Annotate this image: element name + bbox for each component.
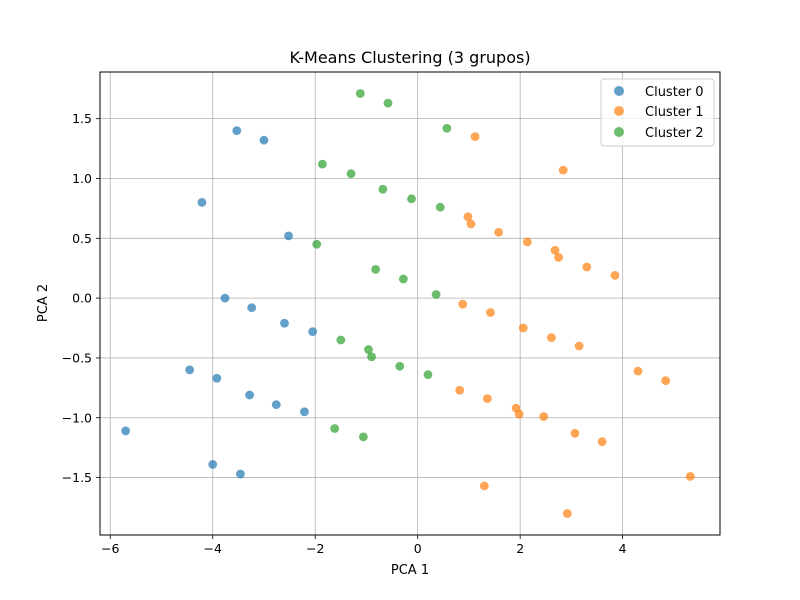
- cluster-1-point: [685, 471, 695, 481]
- cluster-0-point: [280, 318, 289, 328]
- cluster-1-point: [518, 323, 528, 333]
- cluster-2-point: [355, 89, 365, 98]
- cluster-0-point: [121, 426, 131, 436]
- cluster-1-point: [479, 481, 489, 491]
- y-tick-label: −0.5: [62, 350, 92, 365]
- cluster-2-point: [371, 265, 381, 274]
- y-axis-label: PCA 2: [36, 284, 51, 322]
- cluster-0-point: [208, 460, 218, 469]
- cluster-1-point: [661, 376, 671, 386]
- cluster-2-point: [435, 202, 445, 212]
- cluster-2-point: [358, 432, 368, 442]
- cluster-2-point: [330, 424, 340, 433]
- cluster-1-point: [550, 245, 560, 255]
- cluster-1-point: [458, 299, 468, 309]
- cluster-1-point: [470, 132, 480, 142]
- cluster-1-point: [455, 385, 465, 395]
- cluster-0-point: [212, 373, 222, 383]
- axis-ticks: −6 −4 −2 0 2 4 −1.5 −1.0 −0.5 0.0 0.5 1.0 1.5: [62, 111, 627, 556]
- x-tick-label: −4: [204, 541, 222, 556]
- grid: [100, 72, 720, 535]
- legend-box: [600, 78, 715, 147]
- cluster-1-point: [610, 270, 620, 280]
- cluster-2-point: [312, 239, 322, 249]
- cluster-2-point: [431, 290, 441, 299]
- cluster-2-point: [378, 184, 388, 194]
- cluster-1-point: [633, 366, 643, 376]
- legend-marker-cluster-0: [614, 86, 624, 96]
- cluster-0-point: [185, 365, 195, 375]
- legend: Cluster 0 Cluster 1 Cluster 2: [600, 78, 715, 147]
- x-tick-label: 0: [414, 541, 422, 556]
- cluster-0-point: [197, 198, 207, 207]
- chart-title: K-Means Clustering (3 grupos): [289, 48, 530, 67]
- cluster-1-point: [514, 409, 524, 419]
- cluster-2-point: [442, 123, 452, 133]
- cluster-1-point: [597, 437, 607, 447]
- x-tick-label: 2: [516, 541, 524, 556]
- cluster-1-point: [463, 212, 473, 222]
- cluster-2-point: [407, 194, 416, 204]
- plot-frame: [99, 71, 721, 536]
- cluster-1-point: [574, 341, 584, 351]
- cluster-1-point: [562, 509, 572, 518]
- legend-marker-cluster-2: [614, 127, 624, 137]
- cluster-1-point: [539, 412, 549, 421]
- cluster-1-point: [494, 227, 504, 237]
- x-tick-label: 4: [619, 541, 627, 556]
- legend-label-cluster-1: Cluster 1: [645, 105, 704, 120]
- legend-label-cluster-2: Cluster 2: [645, 126, 704, 141]
- cluster-0-point: [232, 126, 242, 136]
- cluster-0-point: [220, 293, 230, 303]
- cluster-1-point: [466, 219, 476, 229]
- x-tick-label: −6: [101, 541, 119, 556]
- cluster-2-point: [364, 345, 373, 354]
- cluster-2-point: [317, 159, 327, 169]
- cluster-1-point: [558, 165, 568, 175]
- cluster-2-point: [395, 361, 405, 371]
- cluster-0-point: [300, 407, 309, 417]
- cluster-1-point: [522, 237, 532, 247]
- cluster-1-point: [570, 428, 580, 438]
- y-tick-label: 1.0: [72, 171, 92, 186]
- cluster-2-point: [398, 274, 408, 284]
- x-tick-label: −2: [306, 541, 324, 556]
- cluster-0-point: [259, 135, 269, 145]
- legend-marker-cluster-1: [614, 106, 624, 116]
- cluster-0-point: [247, 303, 257, 313]
- y-tick-label: 0.0: [72, 291, 92, 306]
- legend-label-cluster-0: Cluster 0: [645, 85, 704, 100]
- cluster-1-point: [547, 333, 556, 342]
- cluster-0-point: [271, 400, 281, 409]
- cluster-2-point: [336, 335, 346, 345]
- cluster-2-point: [346, 169, 356, 179]
- cluster-0-point: [235, 469, 245, 479]
- cluster-1-point: [482, 394, 492, 404]
- cluster-0-point: [308, 327, 318, 337]
- y-tick-label: −1.0: [62, 410, 92, 425]
- y-tick-label: −1.5: [62, 470, 92, 485]
- y-tick-label: 1.5: [72, 111, 92, 126]
- cluster-2-point: [383, 98, 393, 108]
- x-axis-label: PCA 1: [391, 563, 429, 578]
- cluster-1-point: [582, 262, 592, 272]
- data-points: [121, 89, 695, 518]
- cluster-0-point: [245, 390, 255, 400]
- cluster-2-point: [367, 352, 376, 362]
- cluster-0-point: [284, 231, 293, 241]
- y-tick-label: 0.5: [72, 231, 92, 246]
- cluster-2-point: [423, 370, 433, 380]
- cluster-1-point: [554, 253, 563, 262]
- cluster-1-point: [486, 308, 495, 317]
